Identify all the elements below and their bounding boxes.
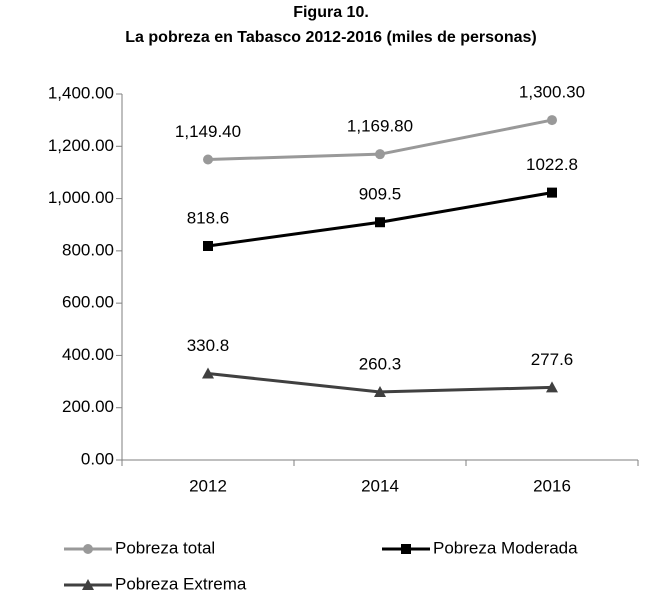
data-point <box>203 240 213 251</box>
y-tick-label: 1,400.00 <box>48 83 114 102</box>
legend-marker <box>401 544 411 554</box>
data-label: 909.5 <box>359 185 402 204</box>
data-label: 1,149.40 <box>175 122 241 141</box>
y-tick-label: 800.00 <box>62 240 114 259</box>
data-label: 818.6 <box>187 208 230 227</box>
y-tick-label: 400.00 <box>62 345 114 364</box>
data-point <box>547 187 557 198</box>
data-point <box>202 367 214 379</box>
x-tick-label: 2012 <box>189 476 227 495</box>
y-tick-label: 0.00 <box>81 449 114 468</box>
data-label: 260.3 <box>359 354 402 373</box>
x-tick-label: 2016 <box>533 476 571 495</box>
data-label: 330.8 <box>187 336 230 355</box>
legend-marker <box>82 579 94 590</box>
legend-label: Pobreza total <box>115 538 215 557</box>
data-label: 1,169.80 <box>347 117 413 136</box>
data-label: 1,300.30 <box>519 83 585 102</box>
data-point <box>375 217 385 228</box>
y-tick-label: 1,000.00 <box>48 188 114 207</box>
data-label: 1022.8 <box>526 155 578 174</box>
chart-title: Figura 10. <box>293 4 369 21</box>
chart-subtitle: La pobreza en Tabasco 2012-2016 (miles d… <box>125 29 536 46</box>
y-tick-label: 1,200.00 <box>48 136 114 155</box>
y-tick-label: 600.00 <box>62 293 114 312</box>
data-point <box>547 115 557 126</box>
legend-marker <box>83 544 93 554</box>
x-tick-label: 2014 <box>361 476 399 495</box>
legend-label: Pobreza Moderada <box>433 538 578 557</box>
data-point <box>374 385 386 397</box>
y-tick-label: 200.00 <box>62 397 114 416</box>
legend-label: Pobreza Extrema <box>115 574 247 593</box>
data-point <box>546 381 558 393</box>
data-point <box>203 154 213 165</box>
data-point <box>375 149 385 160</box>
data-label: 277.6 <box>531 350 574 369</box>
